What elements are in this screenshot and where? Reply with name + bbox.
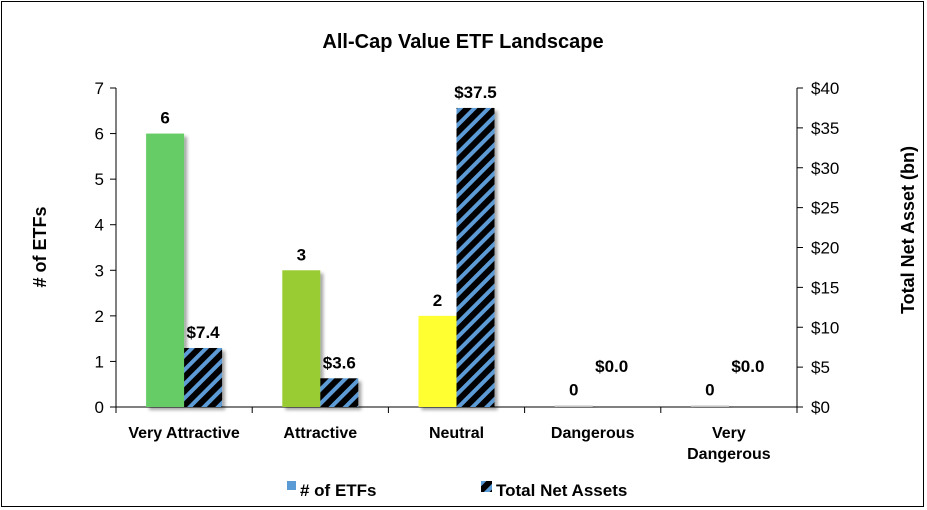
bar-etf-count — [690, 405, 729, 407]
bar-net-assets-label: $37.5 — [454, 83, 497, 102]
category-label: Attractive — [283, 425, 357, 442]
bars — [146, 107, 729, 408]
y-left-tick-label: 1 — [95, 352, 104, 371]
legend-swatch-etf-count — [287, 481, 296, 490]
bar-etf-count-label: 0 — [569, 381, 578, 400]
bar-net-assets — [184, 347, 223, 407]
bar-net-assets-label: $0.0 — [731, 357, 764, 376]
y-right-tick-label: $5 — [811, 358, 830, 377]
data-labels: 6 $7.4 3 $3.6 2 $37.5 0 $0.0 0 $0.0 — [160, 83, 764, 400]
bar-net-assets — [320, 378, 359, 407]
y-right-tick-label: $10 — [811, 318, 839, 337]
bar-etf-count-label: 0 — [705, 381, 714, 400]
y-right-tick-label: $20 — [811, 239, 839, 258]
y-right-tick-label: $15 — [811, 278, 839, 297]
chart-title: All-Cap Value ETF Landscape — [322, 31, 603, 53]
y-right-tick-label: $30 — [811, 159, 839, 178]
bar-etf-count — [554, 405, 593, 407]
category-label: Dangerous — [687, 446, 771, 463]
legend: # of ETFs Total Net Assets — [287, 481, 627, 500]
y-left-tick-label: 5 — [95, 170, 104, 189]
y-left-tick-label: 0 — [95, 398, 104, 417]
bar-etf-count — [282, 270, 321, 407]
axes: 0 1 2 3 4 5 6 7 $0 $5 $10 $15 $20 $25 $30 $35 $40 — [95, 79, 840, 417]
category-label: Very Attractive — [128, 425, 240, 442]
y-right-tick-label: $25 — [811, 199, 839, 218]
y-axis-left-label: # of ETFs — [30, 206, 50, 287]
y-left-tick-label: 3 — [95, 261, 104, 280]
y-right-tick-label: $40 — [811, 79, 839, 98]
category-label: Very — [712, 425, 746, 442]
y-right-tick-label: $35 — [811, 119, 839, 138]
bar-net-assets-label: $7.4 — [187, 323, 221, 342]
legend-label-net-assets: Total Net Assets — [496, 481, 627, 500]
bar-etf-count — [146, 133, 185, 408]
y-left-tick-label: 6 — [95, 125, 104, 144]
legend-swatch-net-assets — [481, 481, 492, 492]
y-right-tick-label: $0 — [811, 398, 830, 417]
category-label: Neutral — [429, 425, 484, 442]
bar-etf-count — [418, 315, 457, 407]
bar-net-assets-label: $0.0 — [595, 357, 628, 376]
bar-net-assets-label: $3.6 — [323, 353, 356, 372]
bar-etf-count-label: 6 — [160, 109, 169, 128]
legend-label-etf-count: # of ETFs — [300, 481, 377, 500]
bar-etf-count-label: 3 — [297, 245, 306, 264]
bar-etf-count-label: 2 — [433, 291, 442, 310]
bar-net-assets — [456, 107, 495, 407]
svg-text:Total Net Asset (bn): Total Net Asset (bn) — [898, 146, 918, 314]
svg-text:# of ETFs: # of ETFs — [30, 206, 50, 287]
category-labels: Very Attractive Attractive Neutral Dangerou… — [128, 425, 770, 463]
category-label: Dangerous — [551, 425, 635, 442]
y-left-tick-label: 4 — [95, 216, 104, 235]
y-axis-right-label: Total Net Asset (bn) — [898, 146, 918, 314]
y-left-tick-label: 2 — [95, 307, 104, 326]
y-left-tick-label: 7 — [95, 79, 104, 98]
